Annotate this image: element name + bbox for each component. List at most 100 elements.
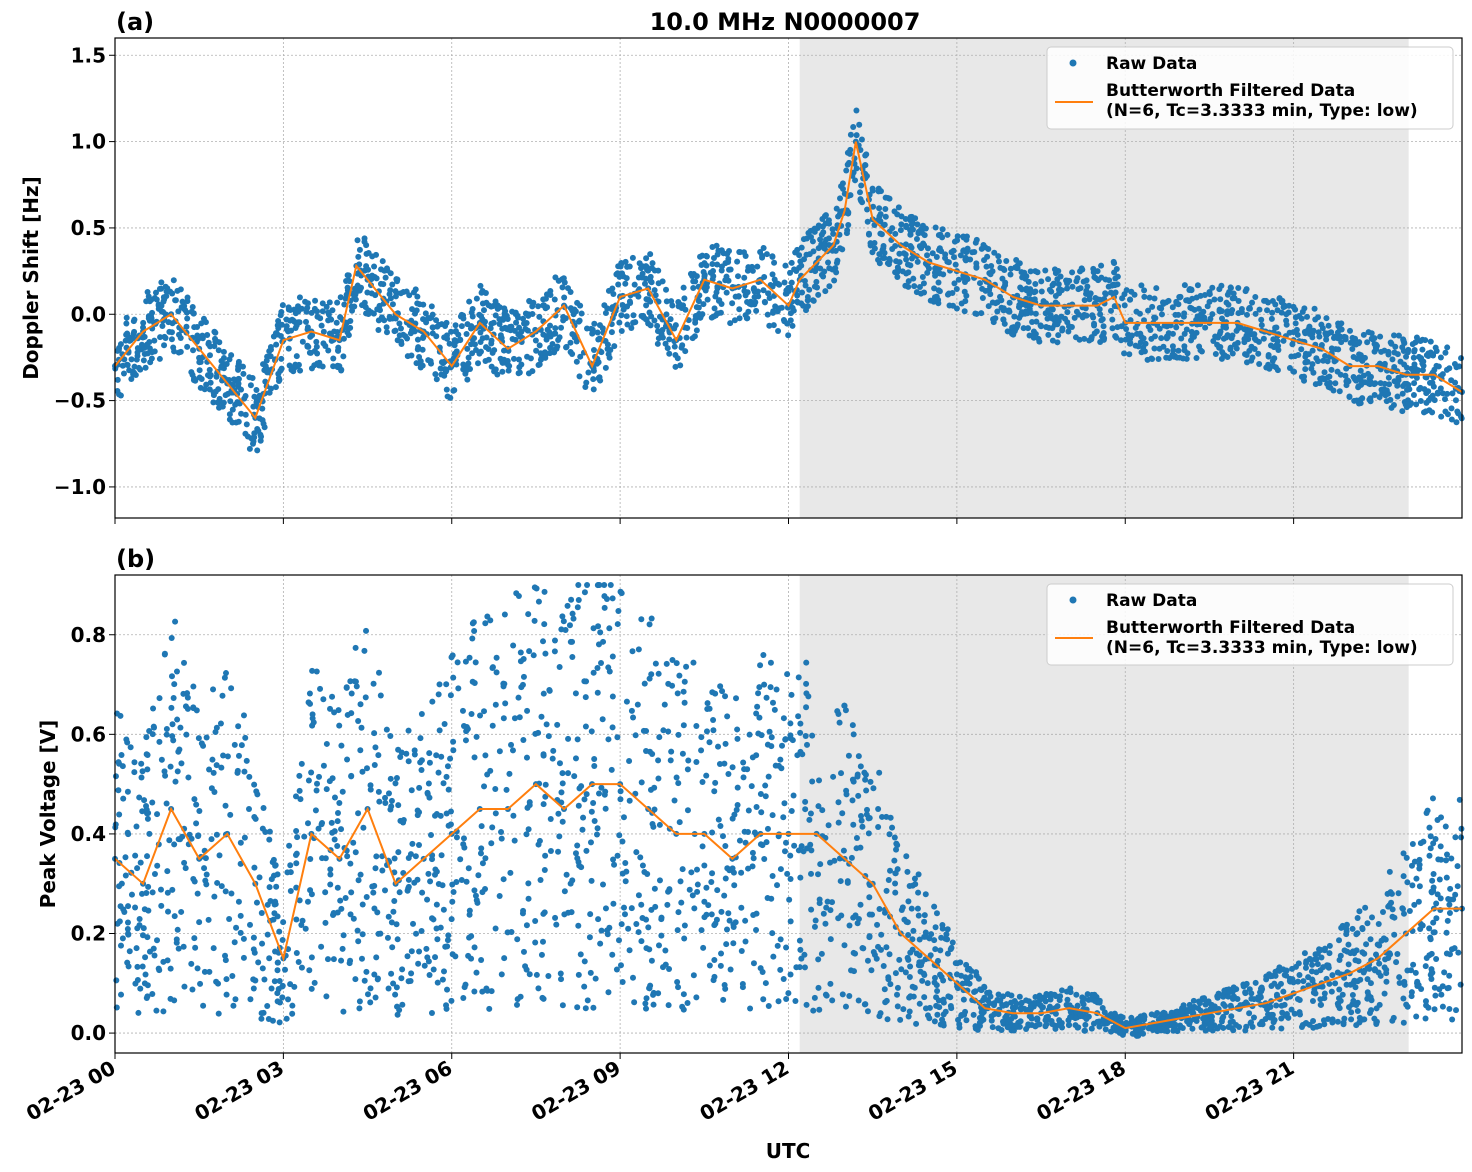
raw-data-point (134, 865, 141, 872)
raw-data-point (473, 733, 480, 740)
raw-data-point (1278, 1025, 1285, 1032)
raw-data-point (743, 315, 750, 322)
raw-data-point (565, 735, 572, 742)
raw-data-point (1098, 274, 1105, 281)
raw-data-point (976, 280, 983, 287)
raw-data-point (408, 970, 415, 977)
raw-data-point (1252, 294, 1259, 301)
raw-data-point (961, 308, 968, 315)
raw-data-point (510, 812, 517, 819)
raw-data-point (1138, 349, 1145, 356)
raw-data-point (118, 991, 125, 998)
raw-data-point (912, 215, 919, 222)
raw-data-point (1212, 333, 1219, 340)
raw-data-point (504, 358, 511, 365)
raw-data-point (605, 989, 612, 996)
raw-data-point (477, 282, 484, 289)
raw-data-point (1158, 305, 1165, 312)
raw-data-point (953, 971, 960, 978)
raw-data-point (188, 960, 195, 967)
raw-data-point (338, 957, 345, 964)
raw-data-point (238, 410, 245, 417)
raw-data-point (124, 330, 131, 337)
raw-data-point (762, 782, 769, 789)
raw-data-point (430, 966, 437, 973)
raw-data-point (647, 251, 654, 258)
raw-data-point (329, 829, 336, 836)
raw-data-point (460, 835, 467, 842)
raw-data-point (602, 905, 609, 912)
raw-data-point (1023, 287, 1030, 294)
raw-data-point (1349, 992, 1356, 999)
raw-data-point (558, 626, 565, 633)
raw-data-point (145, 810, 152, 817)
raw-data-point (1258, 316, 1265, 323)
raw-data-point (378, 314, 385, 321)
y-tick-label: 1.0 (71, 130, 106, 154)
raw-data-point (764, 311, 771, 318)
raw-data-point (622, 860, 629, 867)
raw-data-point (457, 337, 464, 344)
raw-data-point (700, 944, 707, 951)
raw-data-point (346, 278, 353, 285)
raw-data-point (157, 334, 164, 341)
raw-data-point (1071, 314, 1078, 321)
raw-data-point (617, 962, 624, 969)
raw-data-point (718, 247, 725, 254)
raw-data-point (133, 823, 140, 830)
raw-data-point (388, 970, 395, 977)
raw-data-point (647, 298, 654, 305)
raw-data-point (799, 289, 806, 296)
raw-data-point (787, 876, 794, 883)
raw-data-point (1138, 282, 1145, 289)
raw-data-point (706, 739, 713, 746)
raw-data-point (246, 773, 253, 780)
raw-data-point (196, 367, 203, 374)
raw-data-point (158, 756, 165, 763)
raw-data-point (825, 259, 832, 266)
raw-data-point (590, 386, 597, 393)
raw-data-point (163, 800, 170, 807)
raw-data-point (850, 949, 857, 956)
raw-data-point (1311, 305, 1318, 312)
raw-data-point (745, 807, 752, 814)
raw-data-point (718, 908, 725, 915)
raw-data-point (978, 310, 985, 317)
raw-data-point (542, 781, 549, 788)
raw-data-point (201, 865, 208, 872)
raw-data-point (850, 124, 857, 131)
raw-data-point (869, 249, 876, 256)
raw-data-point (581, 983, 588, 990)
raw-data-point (492, 298, 499, 305)
raw-data-point (210, 392, 217, 399)
raw-data-point (1278, 309, 1285, 316)
raw-data-point (1383, 978, 1390, 985)
raw-data-point (422, 310, 429, 317)
raw-data-point (599, 325, 606, 332)
raw-data-point (259, 940, 266, 947)
raw-data-point (209, 756, 216, 763)
raw-data-point (520, 315, 527, 322)
raw-data-point (1356, 351, 1363, 358)
raw-data-point (609, 653, 616, 660)
raw-data-point (1338, 320, 1345, 327)
raw-data-point (536, 313, 543, 320)
raw-data-point (393, 984, 400, 991)
raw-data-point (628, 325, 635, 332)
raw-data-point (1004, 1024, 1011, 1031)
raw-data-point (1002, 279, 1009, 286)
raw-data-point (931, 1018, 938, 1025)
raw-data-point (844, 149, 851, 156)
raw-data-point (116, 883, 123, 890)
raw-data-point (1058, 987, 1065, 994)
raw-data-point (678, 899, 685, 906)
raw-data-point (853, 132, 860, 139)
raw-data-point (240, 935, 247, 942)
raw-data-point (1403, 854, 1410, 861)
raw-data-point (435, 691, 442, 698)
raw-data-point (164, 868, 171, 875)
raw-data-point (1090, 265, 1097, 272)
raw-data-point (791, 842, 798, 849)
raw-data-point (798, 262, 805, 269)
raw-data-point (336, 722, 343, 729)
